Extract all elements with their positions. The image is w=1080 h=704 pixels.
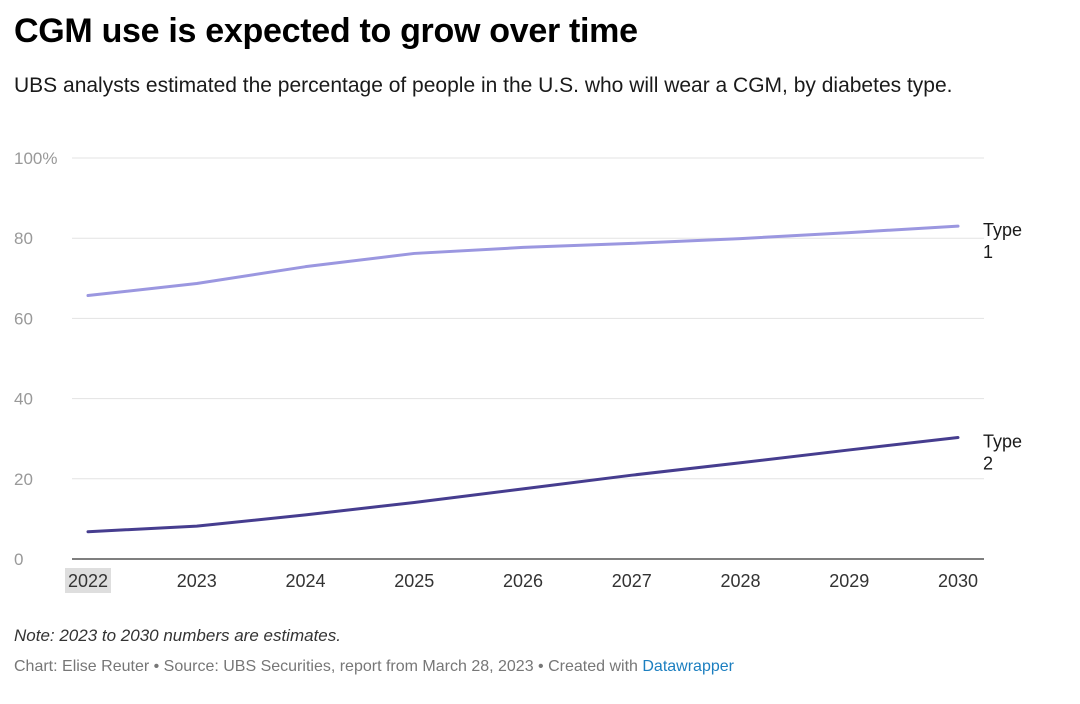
y-tick-label-20: 20 (14, 470, 33, 489)
x-tick-label-2022: 2022 (68, 571, 108, 591)
datawrapper-link[interactable]: Datawrapper (642, 658, 734, 675)
chart-subtitle: UBS analysts estimated the percentage of… (14, 74, 953, 97)
series-label-2: Type 2 (983, 431, 1022, 473)
y-tick-label-100: 100% (14, 149, 57, 168)
x-tick-label-2029: 2029 (829, 571, 869, 591)
x-tick-highlight (65, 568, 111, 593)
x-tick-label-2025: 2025 (394, 571, 434, 591)
series-line-1 (86, 224, 960, 298)
x-tick-label-2024: 2024 (285, 571, 325, 591)
chart-note: Note: 2023 to 2030 numbers are estimates… (14, 626, 341, 645)
footer-credit: Chart: Elise Reuter • Source: UBS Securi… (14, 658, 643, 675)
x-tick-label-2027: 2027 (612, 571, 652, 591)
line-chart: 0 20 40 60 80 100% 2022 2023 2024 2025 2026 2027 202… (14, 149, 1022, 593)
y-tick-label-40: 40 (14, 390, 33, 409)
y-tick-label-80: 80 (14, 229, 33, 248)
chart-title: CGM use is expected to grow over time (14, 12, 638, 50)
x-tick-label-2030: 2030 (938, 571, 978, 591)
y-tick-label-60: 60 (14, 309, 33, 328)
x-tick-label-2028: 2028 (720, 571, 760, 591)
series-label-1: Type 1 (983, 220, 1022, 262)
series-line-2 (86, 435, 960, 534)
x-tick-label-2023: 2023 (177, 571, 217, 591)
chart-footer: Chart: Elise Reuter • Source: UBS Securi… (14, 658, 734, 676)
y-tick-label-0: 0 (14, 550, 23, 569)
x-tick-label-2026: 2026 (503, 571, 543, 591)
